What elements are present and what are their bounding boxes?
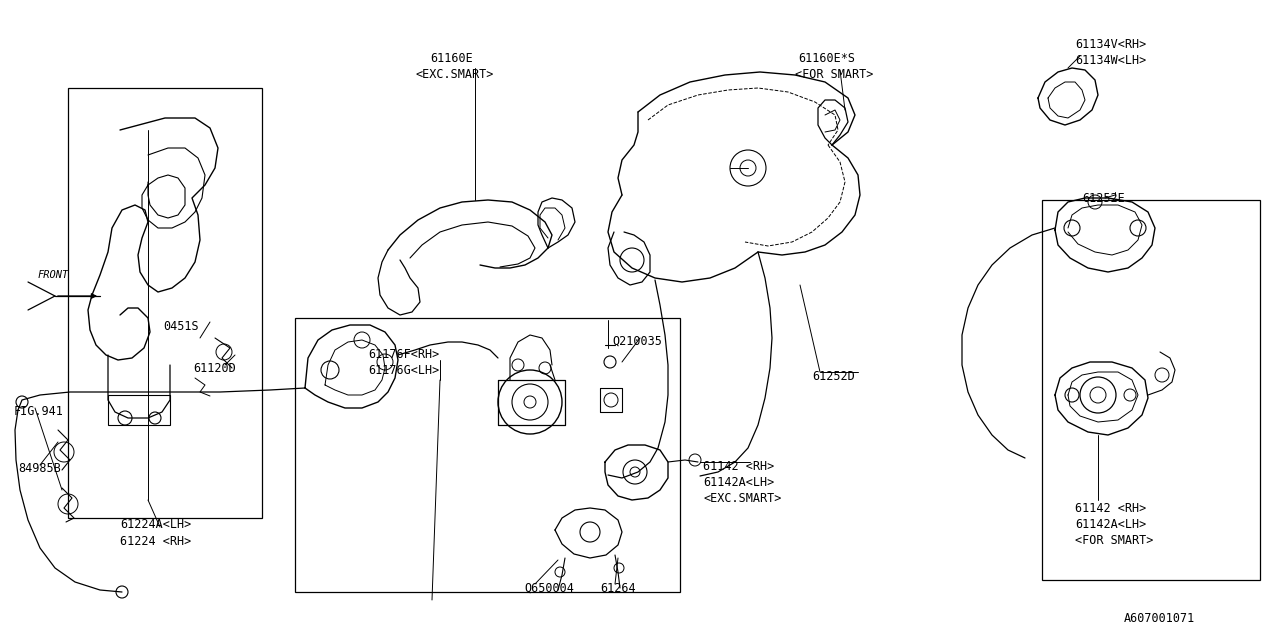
Text: 61252E: 61252E	[1082, 192, 1125, 205]
Text: 61224 <RH>: 61224 <RH>	[120, 535, 191, 548]
Text: FIG.941: FIG.941	[14, 405, 64, 418]
Text: 0451S: 0451S	[163, 320, 198, 333]
Text: <EXC.SMART>: <EXC.SMART>	[415, 68, 493, 81]
Bar	[108, 395, 170, 425]
Text: 61224A<LH>: 61224A<LH>	[120, 518, 191, 531]
Bar	[68, 88, 262, 518]
Text: <FOR SMART>: <FOR SMART>	[1075, 534, 1153, 547]
Text: 61264: 61264	[600, 582, 636, 595]
Text: 61142A<LH>: 61142A<LH>	[703, 476, 774, 489]
Text: 61142 <RH>: 61142 <RH>	[703, 460, 774, 473]
Text: 61160E*S: 61160E*S	[797, 52, 855, 65]
Text: 61142 <RH>: 61142 <RH>	[1075, 502, 1147, 515]
Text: Q650004: Q650004	[524, 582, 573, 595]
Text: Q210035: Q210035	[612, 335, 662, 348]
Bar	[294, 318, 680, 592]
Text: 61134V<RH>: 61134V<RH>	[1075, 38, 1147, 51]
Text: 61134W<LH>: 61134W<LH>	[1075, 54, 1147, 67]
Text: 61176G<LH>: 61176G<LH>	[369, 364, 439, 377]
Text: 61252D: 61252D	[812, 370, 855, 383]
Text: 61142A<LH>: 61142A<LH>	[1075, 518, 1147, 531]
Text: <FOR SMART>: <FOR SMART>	[795, 68, 873, 81]
Text: 84985B: 84985B	[18, 462, 60, 475]
Bar	[1042, 200, 1260, 580]
Text: 61120D: 61120D	[193, 362, 236, 375]
Text: 61160E: 61160E	[430, 52, 472, 65]
Text: <EXC.SMART>: <EXC.SMART>	[703, 492, 781, 505]
Text: A607001071: A607001071	[1124, 612, 1196, 625]
Text: FRONT: FRONT	[38, 270, 69, 280]
Text: 61176F<RH>: 61176F<RH>	[369, 348, 439, 361]
